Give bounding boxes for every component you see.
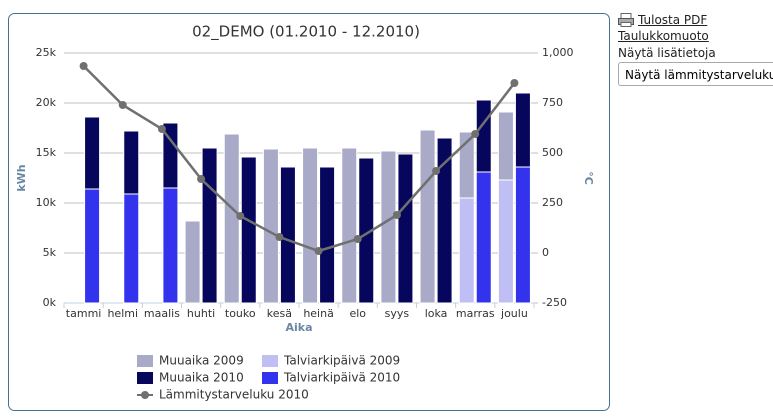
chart-title: 02_DEMO (01.2010 - 12.2010): [192, 23, 420, 42]
line-point: [157, 125, 166, 133]
y-tick-label: 0k: [43, 296, 57, 309]
bar: [397, 153, 414, 304]
x-tick-label: huhti: [187, 307, 215, 320]
bar: [184, 220, 201, 304]
x-tick-label: touko: [225, 307, 256, 320]
legend-label: Lämmitystarveluku 2010: [159, 388, 309, 402]
y2-tick-label: 750: [542, 96, 563, 109]
details-label: Näytä lisätietoja: [618, 46, 716, 60]
x-tick-label: loka: [425, 307, 448, 320]
bar: [419, 129, 436, 304]
bar: [458, 197, 475, 304]
bar: [436, 137, 453, 304]
line: [82, 65, 516, 253]
printer-icon[interactable]: [618, 13, 634, 27]
bar: [123, 193, 140, 304]
line-point: [79, 62, 88, 70]
x-tick-label: helmi: [107, 307, 138, 320]
y-tick-label: 10k: [36, 196, 57, 209]
line-point: [275, 233, 284, 241]
line-point: [432, 167, 441, 175]
legend-label: Muuaika 2009: [159, 354, 244, 368]
line-point: [197, 175, 206, 183]
x-tick-label: maalis: [144, 307, 180, 320]
line-point: [118, 101, 127, 109]
bar: [475, 171, 492, 304]
legend-label: Muuaika 2010: [159, 371, 244, 385]
y2-tick-label: 250: [542, 196, 563, 209]
y-tick-label: 5k: [43, 246, 57, 259]
line-point: [314, 247, 323, 255]
y2-tick-label: 500: [542, 146, 563, 159]
bar: [341, 147, 358, 304]
y-axis-label: kWh: [15, 164, 28, 191]
line-point: [510, 79, 519, 87]
line-point: [392, 211, 401, 219]
legend-swatch: [262, 355, 278, 367]
bar: [162, 187, 179, 304]
bar: [201, 147, 218, 304]
legend-label: Talviarkipäivä 2010: [283, 371, 400, 385]
y2-axis-label: °C: [582, 171, 595, 185]
print-pdf-link[interactable]: Tulosta PDF: [638, 13, 708, 27]
bar: [319, 166, 336, 304]
legend-swatch: [262, 372, 278, 384]
bar: [514, 92, 531, 168]
y-tick-label: 20k: [36, 96, 57, 109]
bar: [262, 148, 279, 304]
y2-tick-label: 1,000: [542, 46, 574, 59]
line-point: [471, 130, 480, 138]
x-tick-label: elo: [349, 307, 366, 320]
y2-tick-label: 0: [542, 246, 549, 259]
legend-marker: [141, 391, 149, 399]
y-tick-label: 25k: [36, 46, 57, 59]
table-link[interactable]: Taulukkomuoto: [618, 29, 709, 43]
bar: [380, 150, 397, 304]
chart: 02_DEMO (01.2010 - 12.2010) Aika kWh °C …: [8, 13, 610, 411]
bar: [497, 179, 514, 304]
bar: [302, 147, 319, 304]
x-tick-label: joulu: [500, 307, 528, 320]
bar: [84, 116, 101, 190]
x-tick-label: marras: [456, 307, 495, 320]
bar: [162, 122, 179, 189]
bar: [223, 133, 240, 304]
line-point: [236, 212, 245, 220]
bar: [514, 166, 531, 304]
x-tick-label: heinä: [303, 307, 334, 320]
legend-swatch: [137, 372, 153, 384]
legend-label: Talviarkipäivä 2009: [283, 354, 400, 368]
y2-tick-label: -250: [542, 296, 567, 309]
x-axis-label: Aika: [285, 321, 312, 334]
bar: [240, 156, 257, 304]
x-tick-label: syys: [385, 307, 410, 320]
x-tick-label: kesä: [267, 307, 292, 320]
bar: [497, 111, 514, 181]
legend-swatch: [137, 355, 153, 367]
bar: [84, 188, 101, 304]
y-tick-label: 15k: [36, 146, 57, 159]
line-point: [353, 235, 362, 243]
bar: [123, 130, 140, 195]
select-box[interactable]: Näytä lämmitystarveluku: [618, 62, 773, 86]
bar: [458, 131, 475, 199]
x-tick-label: tammi: [66, 307, 102, 320]
